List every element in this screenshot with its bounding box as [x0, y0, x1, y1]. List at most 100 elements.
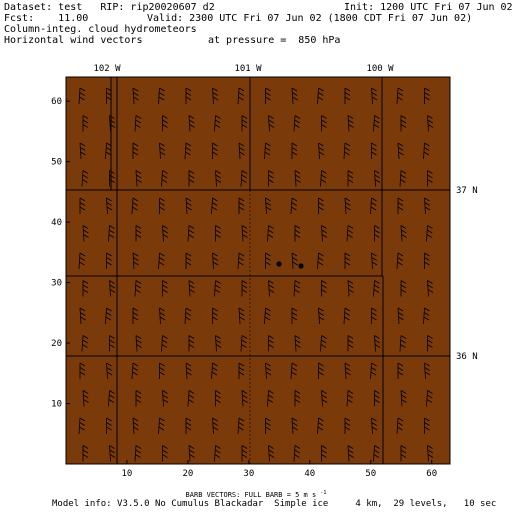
wind-barb: [267, 390, 274, 407]
wind-barb: [268, 280, 275, 297]
wind-barb: [109, 115, 116, 132]
wind-barb: [188, 335, 195, 352]
field-title-2: Horizontal wind vectors: [4, 35, 143, 46]
wind-barb: [212, 142, 218, 159]
wind-barb: [370, 362, 377, 380]
wind-barb: [187, 390, 195, 407]
station-marker-2: [298, 263, 304, 269]
wind-barb: [237, 417, 245, 435]
wind-barb: [373, 445, 380, 462]
lon-label-100w: 100 W: [366, 64, 394, 74]
wind-barb: [108, 390, 115, 407]
wind-barb: [344, 87, 351, 104]
wind-barb: [162, 225, 169, 242]
wind-barb: [424, 252, 430, 269]
wind-barb: [79, 197, 86, 214]
wind-barb: [374, 335, 381, 352]
wind-barb: [400, 445, 407, 462]
wind-barb: [131, 362, 139, 380]
y-tick-label: 10: [51, 400, 62, 410]
wind-barb: [162, 115, 168, 132]
wind-barb: [347, 445, 354, 462]
wind-barb: [400, 115, 407, 132]
wind-barb: [158, 417, 165, 435]
wind-barb: [135, 225, 142, 242]
wind-barb: [290, 197, 298, 215]
wind-barb: [188, 115, 195, 132]
wind-barb: [317, 252, 324, 270]
wind-barb: [265, 362, 272, 380]
wind-barb: [344, 417, 351, 434]
wind-barb: [293, 445, 301, 462]
wind-barb: [424, 87, 430, 104]
wind-barb: [320, 335, 327, 352]
wind-barb: [212, 87, 219, 105]
x-tick-label: 20: [182, 469, 193, 479]
x-tick-label: 60: [426, 469, 437, 479]
wind-barb: [132, 87, 139, 105]
wind-barb: [240, 335, 248, 352]
plot-frame: [65, 76, 451, 465]
wind-barb: [238, 142, 245, 160]
wind-barb: [396, 417, 404, 435]
wind-barb: [371, 307, 377, 324]
wind-barb: [268, 170, 274, 187]
wind-barb: [291, 252, 298, 270]
wind-barb: [109, 170, 115, 187]
wind-barb: [159, 197, 165, 214]
wind-barb: [294, 225, 301, 242]
wind-barb: [185, 417, 192, 434]
wind-barb: [159, 362, 165, 379]
x-tick-label: 50: [365, 469, 376, 479]
wind-barb: [347, 280, 354, 297]
wind-barb: [109, 445, 116, 462]
wind-barb: [400, 390, 407, 407]
wind-barb: [294, 335, 301, 352]
wind-barb: [161, 335, 168, 352]
wind-barb: [371, 87, 378, 105]
wind-barb: [81, 170, 89, 187]
wind-barbs: [78, 87, 434, 462]
wind-barb: [374, 390, 380, 407]
wind-barb: [321, 280, 327, 297]
wind-barb: [131, 197, 139, 215]
wind-barb: [344, 197, 351, 215]
wind-barb: [237, 252, 245, 270]
wind-barb: [427, 280, 434, 297]
wind-barb: [290, 362, 298, 380]
wind-barb: [109, 335, 115, 352]
wind-barb: [321, 390, 328, 407]
wind-barb: [268, 445, 275, 462]
wind-barb: [79, 307, 86, 325]
barb-legend-text: BARB VECTORS: FULL BARB = 5 m s: [186, 491, 317, 499]
wind-barb: [238, 307, 245, 325]
wind-barb: [188, 170, 195, 187]
wind-barb: [161, 170, 168, 187]
wind-barb: [370, 197, 377, 215]
wind-barb: [320, 170, 327, 187]
wind-barb: [346, 225, 354, 242]
wind-barb: [132, 417, 139, 435]
wind-barb: [106, 362, 113, 380]
y-axis-ticks: 10 20 30 40 50 60: [51, 97, 70, 410]
wind-barb: [265, 252, 271, 269]
wind-barb: [241, 280, 248, 297]
wind-barb: [343, 142, 351, 160]
wind-barb: [397, 197, 404, 214]
wind-barb: [241, 445, 248, 462]
wind-barb: [134, 445, 142, 462]
wind-barb: [215, 335, 222, 352]
wind-barb: [82, 445, 89, 462]
wind-barb: [135, 335, 142, 352]
wind-barb: [106, 87, 112, 104]
wind-barb: [291, 142, 298, 159]
x-axis-ticks: 10 20 30 40 50 60: [122, 460, 437, 479]
wind-barb: [109, 280, 116, 297]
forecast-hour-label: Fcst: 11.00: [4, 13, 89, 24]
wind-barb: [105, 142, 112, 160]
wind-barb: [162, 280, 168, 297]
wind-barb: [344, 252, 351, 269]
wind-barb: [346, 390, 354, 407]
wind-barb: [399, 170, 407, 187]
lat-lon-grid: [249, 190, 450, 464]
